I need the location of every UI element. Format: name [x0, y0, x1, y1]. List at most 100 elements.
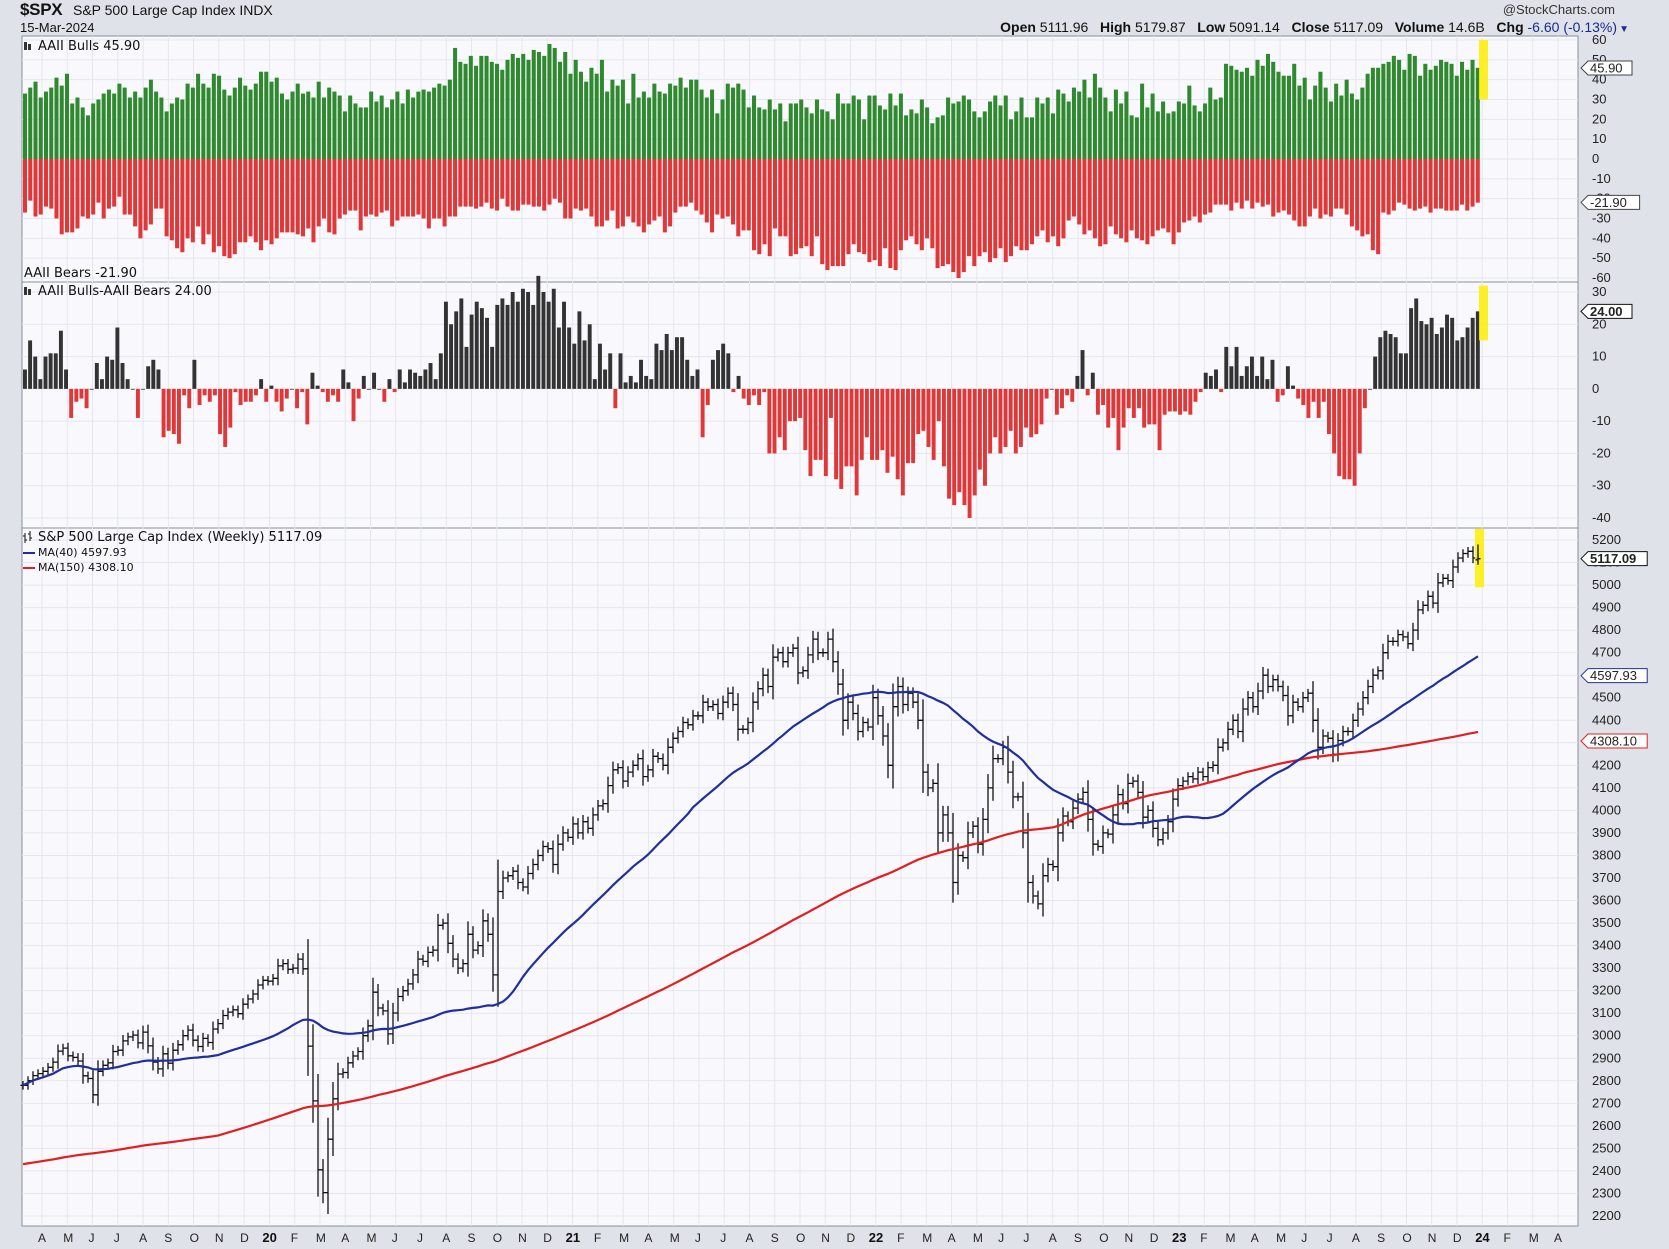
x-month-label: J [720, 1231, 726, 1245]
bears-bar [772, 159, 778, 229]
price-ohlc-bar [400, 985, 406, 1002]
bulls-panel-title: AAII Bulls 45.90 [38, 39, 140, 54]
spread-negative-bar [1101, 388, 1106, 405]
price-ohlc-bar [1360, 691, 1366, 716]
y-tick-label: 2500 [1592, 1140, 1621, 1155]
bulls-bar [631, 73, 636, 159]
bulls-bar [804, 107, 809, 159]
y-tick-label: 3100 [1592, 1005, 1621, 1020]
x-month-label: N [1428, 1231, 1437, 1245]
x-month-label: A [644, 1231, 652, 1245]
bulls-bar [1056, 89, 1061, 159]
y-tick-label: 30 [1592, 284, 1606, 299]
bears-bar [715, 159, 720, 215]
bears-bar [106, 159, 111, 209]
spread-positive-bar [120, 363, 125, 389]
x-month-label: A [341, 1231, 349, 1245]
spread-positive-bar [505, 304, 510, 389]
bulls-bar [154, 91, 159, 159]
x-month-label: S [1074, 1231, 1082, 1245]
bears-bar [1412, 159, 1417, 211]
bulls-bar [479, 55, 484, 160]
price-ohlc-bar [500, 870, 506, 899]
price-ohlc-bar [1070, 800, 1076, 830]
spread-positive-bar [654, 343, 659, 389]
price-ohlc-bar [670, 732, 676, 754]
spread-negative-bar [331, 388, 335, 396]
price-ohlc-bar [650, 748, 656, 778]
bulls-bar [736, 83, 741, 159]
price-ohlc-bar [480, 909, 486, 957]
x-month-label: N [821, 1231, 830, 1245]
price-ohlc-bar [620, 760, 626, 789]
bears-bar [96, 159, 101, 203]
bulls-bar [620, 79, 625, 159]
bulls-bar [1302, 77, 1307, 159]
bulls-bar [133, 91, 138, 159]
price-ohlc-bar [715, 698, 721, 720]
price-ohlc-bar [600, 799, 606, 811]
bears-bar [474, 159, 479, 209]
spread-negative-bar [74, 388, 79, 402]
bulls-bar [75, 97, 80, 159]
low-value: 5091.14 [1229, 19, 1280, 35]
bears-bar [940, 159, 945, 267]
bears-bar [453, 159, 458, 217]
last-value-text: -21.90 [1590, 195, 1627, 210]
bears-bar [484, 159, 489, 203]
bulls-bar [1171, 111, 1176, 159]
bears-bar [1454, 159, 1459, 211]
spread-positive-bar [592, 379, 597, 389]
bulls-bar [652, 83, 657, 159]
price-ohlc-bar [1155, 821, 1161, 847]
bears-bar [295, 159, 300, 235]
spread-positive-bar [1434, 333, 1439, 389]
bears-bar [80, 159, 85, 217]
y-tick-label: 4700 [1592, 645, 1621, 660]
price-ohlc-bar [450, 935, 456, 968]
price-ohlc-bar [150, 1037, 156, 1071]
price-ohlc-bar [1020, 781, 1026, 849]
price-ohlc-bar [1030, 875, 1036, 904]
bulls-bar [578, 71, 583, 159]
bulls-bar [1381, 63, 1386, 159]
bulls-bar [1040, 103, 1045, 159]
price-ohlc-bar [1285, 685, 1291, 726]
bulls-bar [1119, 103, 1124, 159]
bulls-bar [731, 87, 736, 159]
spread-positive-bar [23, 369, 27, 389]
spread-negative-bar [1111, 388, 1116, 418]
bears-bar [411, 159, 416, 217]
bulls-bar [70, 103, 75, 159]
bulls-bar [1108, 111, 1113, 159]
bulls-bar [269, 81, 274, 159]
price-ohlc-bar [840, 668, 846, 736]
price-ohlc-bar [290, 963, 296, 974]
bears-bar [185, 159, 190, 239]
price-bars [20, 546, 1481, 1214]
spread-negative-bar [890, 388, 895, 457]
spread-positive-bar [649, 379, 654, 389]
price-ohlc-bar [1465, 547, 1471, 558]
bulls-bar [683, 87, 688, 159]
spread-negative-bar [895, 388, 900, 480]
price-ohlc-bar [65, 1042, 71, 1062]
bulls-bar [573, 59, 578, 159]
y-tick-label: 4000 [1592, 802, 1621, 817]
spread-negative-bar [171, 388, 176, 435]
y-tick-label: 4500 [1592, 690, 1621, 705]
bears-bar [1260, 159, 1265, 207]
bulls-bar [862, 119, 867, 159]
bears-bar [762, 159, 767, 245]
bulls-bar [1071, 87, 1076, 159]
bulls-bar [390, 99, 395, 159]
bears-bar [169, 159, 174, 241]
bulls-bar [552, 47, 557, 159]
bears-bar [620, 159, 625, 227]
spread-positive-bar [1393, 337, 1398, 389]
bears-bar [133, 159, 138, 227]
spread-negative-bar [793, 388, 797, 422]
spread-positive-bar [1229, 366, 1234, 389]
bears-bar [1124, 159, 1129, 243]
price-ohlc-bar [265, 976, 271, 986]
